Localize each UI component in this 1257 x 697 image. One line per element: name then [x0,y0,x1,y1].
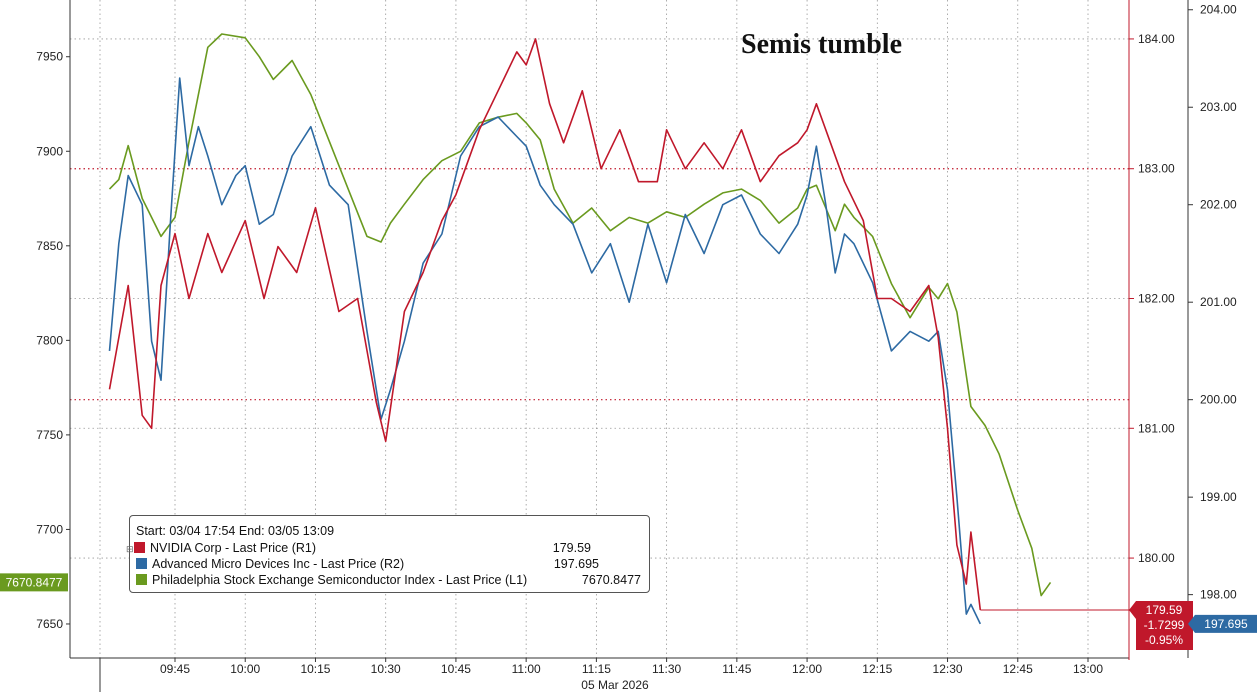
legend-item-nvidia[interactable]: ⊟ NVIDIA Corp - Last Price (R1) 179.59 [126,540,641,556]
x-tick-label: 11:45 [722,662,751,676]
legend-label-nvidia: NVIDIA Corp - Last Price (R1) [150,541,317,555]
r1-tick-label: 181.00 [1138,421,1175,435]
l1-tick-label: 7850 [36,239,63,253]
legend-label-amd: Advanced Micro Devices Inc - Last Price … [152,557,405,571]
r2-last-value-box [1188,614,1257,633]
series-line-l1 [108,33,1052,597]
label-layer: 7670.8477 179.59-1.7299-0.95% 197.695 [0,573,1257,650]
x-tick-label: 10:00 [230,662,260,676]
l1-last-value-box [0,573,68,592]
series-line-r1 [108,38,982,611]
r2-tick-label: 202.00 [1200,198,1237,212]
legend-label-sox: Philadelphia Stock Exchange Semiconducto… [152,573,528,587]
legend-value-amd: 197.695 [553,557,599,571]
x-tick-label: 12:00 [792,662,822,676]
x-axis-label: 05 Mar 2026 [581,678,649,692]
r1-last-value-box [1129,600,1193,650]
x-tick-label: 12:45 [1003,662,1033,676]
r1-last-value-label: -1.7299 [1144,618,1185,632]
x-tick-label: 11:00 [512,662,541,676]
legend-value-nvidia: 179.59 [552,541,591,555]
r2-last-value-label: 197.695 [1204,617,1248,631]
r2-tick-label: 201.00 [1200,295,1237,309]
l1-last-value-label: 7670.8477 [6,575,63,589]
legend-item-amd[interactable]: Advanced Micro Devices Inc - Last Price … [136,556,641,572]
legend-item-sox[interactable]: Philadelphia Stock Exchange Semiconducto… [136,572,641,588]
r1-tick-label: 182.00 [1138,292,1175,306]
r2-tick-label: 203.00 [1200,100,1237,114]
legend-value-sox: 7670.8477 [581,573,641,587]
l1-tick-label: 7750 [36,428,63,442]
series-line-r2 [108,77,982,625]
x-tick-label: 12:30 [933,662,963,676]
legend-header: Start: 03/04 17:54 End: 03/05 13:09 [136,524,335,538]
r2-tick-label: 200.00 [1200,393,1237,407]
series-layer [108,33,1129,625]
l1-tick-label: 7650 [36,617,63,631]
x-tick-label: 10:15 [300,662,330,676]
r1-last-value-label: 179.59 [1146,603,1183,617]
legend-collapse-icon[interactable]: ⊟ [126,544,134,554]
x-tick-label: 11:15 [582,662,611,676]
chart-title: Semis tumble [741,29,902,60]
x-tick-label: 10:45 [441,662,471,676]
r2-tick-label: 204.00 [1200,3,1237,17]
axes-layer: 09:45 10:00 10:15 10:30 10:45 11:00 11:15 11:30… [36,0,1237,692]
l1-tick-label: 7700 [36,522,63,536]
legend-swatch-sox [136,574,147,585]
r1-tick-label: 184.00 [1138,32,1175,46]
r1-tick-label: 180.00 [1138,551,1175,565]
r1-last-value-label: -0.95% [1145,633,1183,647]
r2-tick-label: 199.00 [1200,490,1237,504]
x-tick-label: 09:45 [160,662,190,676]
r2-tick-label: 198.00 [1200,588,1237,602]
legend-swatch-nvidia [134,542,145,553]
l1-tick-label: 7900 [36,144,63,158]
legend-swatch-amd [136,558,147,569]
legend: Start: 03/04 17:54 End: 03/05 13:09 ⊟ NVI… [126,515,650,593]
x-tick-label: 10:30 [371,662,401,676]
l1-tick-label: 7800 [36,333,63,347]
x-tick-label: 12:15 [862,662,892,676]
x-tick-label: 11:30 [652,662,681,676]
l1-tick-label: 7950 [36,50,63,64]
x-tick-label: 13:00 [1073,662,1103,676]
r1-tick-label: 183.00 [1138,162,1175,176]
